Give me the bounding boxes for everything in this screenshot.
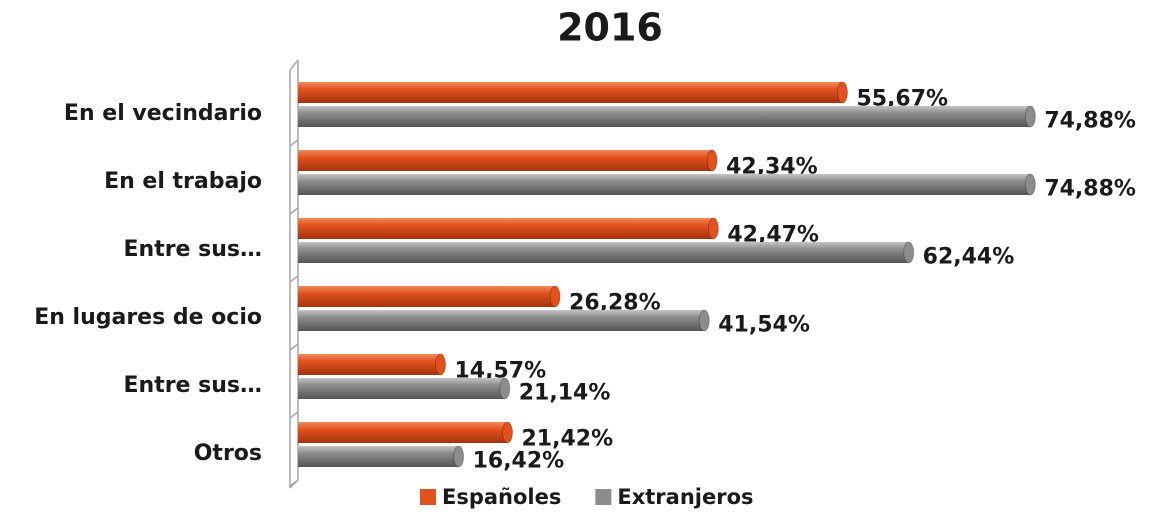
bar-cap [707, 217, 719, 240]
bar-cap [698, 309, 710, 332]
bar [298, 286, 556, 307]
y-tick-label: En lugares de ocio [34, 305, 262, 330]
bar [298, 150, 713, 171]
bar [298, 218, 714, 239]
band-separator [289, 207, 299, 215]
data-label: 74,88% [1044, 177, 1136, 202]
band-separator [289, 139, 299, 147]
bar-cap [501, 421, 513, 444]
y-tick-label: Entre sus… [124, 373, 263, 398]
bar-cap [453, 445, 465, 468]
bar [298, 378, 505, 399]
bar-cap [903, 241, 915, 264]
bar-cap [549, 285, 561, 308]
axis-wall [289, 59, 299, 489]
chart-title: 2016 [557, 6, 663, 50]
band-separator [289, 343, 299, 351]
bar-cap [499, 377, 511, 400]
bar [298, 446, 459, 467]
bar-cap [836, 81, 848, 104]
bar [298, 174, 1031, 195]
data-label: 74,88% [1044, 109, 1136, 134]
band-separator [289, 479, 299, 487]
data-label: 62,44% [923, 245, 1015, 270]
bar [298, 310, 705, 331]
y-tick-label: En el trabajo [104, 169, 262, 194]
data-label: 16,42% [473, 449, 565, 474]
axis-edge [289, 59, 299, 71]
band-separator [289, 411, 299, 419]
data-label: 21,42% [521, 427, 613, 452]
band-separator [289, 275, 299, 283]
legend-swatch [420, 489, 436, 505]
bar [298, 422, 508, 443]
y-tick-label: En el vecindario [64, 101, 262, 126]
bar-cap [434, 353, 446, 376]
bar [298, 242, 909, 263]
bar-cap [1024, 173, 1036, 196]
y-tick-label: Otros [194, 441, 262, 466]
data-label: 41,54% [718, 313, 810, 338]
legend-swatch [595, 489, 612, 505]
bar-cap [706, 149, 718, 172]
data-label: 21,14% [519, 381, 611, 406]
y-tick-label: Entre sus… [124, 237, 263, 262]
bar [298, 82, 843, 103]
bar [298, 354, 441, 375]
bar-cap [1024, 105, 1036, 128]
legend-label: Españoles [442, 485, 561, 509]
bar [298, 106, 1031, 127]
legend-label: Extranjeros [617, 485, 753, 509]
